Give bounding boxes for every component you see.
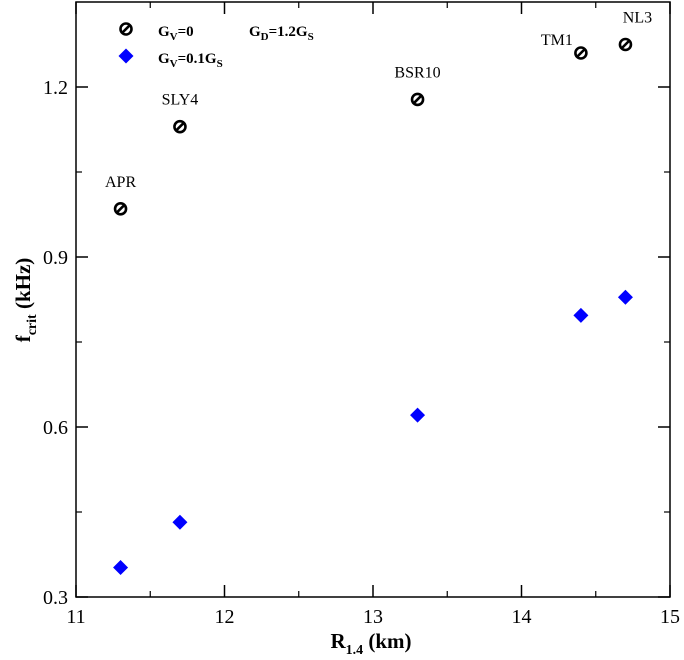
point-label: SLY4 [162, 92, 199, 109]
data-point-gv01 [410, 407, 426, 423]
data-point-gv0 [173, 119, 187, 134]
data-point-gv01 [617, 289, 633, 305]
data-point-gv01 [113, 560, 129, 576]
circle-marker-slash [116, 204, 125, 214]
data-point-gv01 [172, 514, 188, 530]
point-label: APR [105, 174, 136, 191]
x-tick-labels: 11 12 13 14 15 [66, 606, 680, 628]
x-axis-title: R1.4 (km) [330, 629, 411, 658]
legend-label-gv0: GV=0 [158, 24, 194, 43]
circle-marker-slash [175, 122, 185, 132]
x-tick-label: 15 [660, 606, 680, 628]
series-gv0-points [113, 37, 633, 216]
legend-circle-marker [119, 22, 133, 36]
axis-ticks [75, 2, 671, 598]
point-label: TM1 [541, 32, 573, 49]
gd-annotation: GD=1.2GS [249, 24, 314, 43]
data-point-gv0 [113, 202, 128, 216]
point-labels: APR SLY4 BSR10 TM1 NL3 [105, 10, 652, 191]
legend-marker-gv01 [118, 48, 134, 64]
x-tick-label: 12 [215, 606, 235, 628]
data-point-gv0 [618, 37, 633, 52]
y-axis-title: fcrit (kHz) [11, 258, 40, 343]
x-tick-label: 13 [363, 606, 383, 628]
legend-marker-gv0 [119, 22, 133, 36]
circle-marker-slash [121, 24, 131, 34]
y-tick-label: 1.2 [43, 77, 68, 99]
data-point-gv0 [574, 46, 588, 60]
circle-marker-slash [621, 40, 630, 49]
legend-label-gv01: GV=0.1GS [158, 51, 223, 70]
x-tick-label: 11 [66, 606, 85, 628]
point-label: BSR10 [394, 64, 440, 81]
y-tick-label: 0.6 [43, 417, 68, 439]
series-gv01-points [113, 289, 633, 576]
y-tick-label: 0.9 [43, 247, 68, 269]
y-tick-label: 0.3 [43, 587, 68, 609]
legend: GV=0 GV=0.1GS [118, 22, 223, 70]
legend-diamond-marker [118, 48, 134, 64]
point-label: NL3 [623, 10, 652, 27]
data-point-gv01 [573, 307, 589, 323]
y-tick-labels: 0.3 0.6 0.9 1.2 [43, 77, 68, 609]
circle-marker-slash [413, 95, 422, 104]
circle-marker-slash [576, 48, 586, 58]
data-point-gv0 [410, 92, 425, 107]
x-tick-label: 14 [512, 606, 532, 628]
